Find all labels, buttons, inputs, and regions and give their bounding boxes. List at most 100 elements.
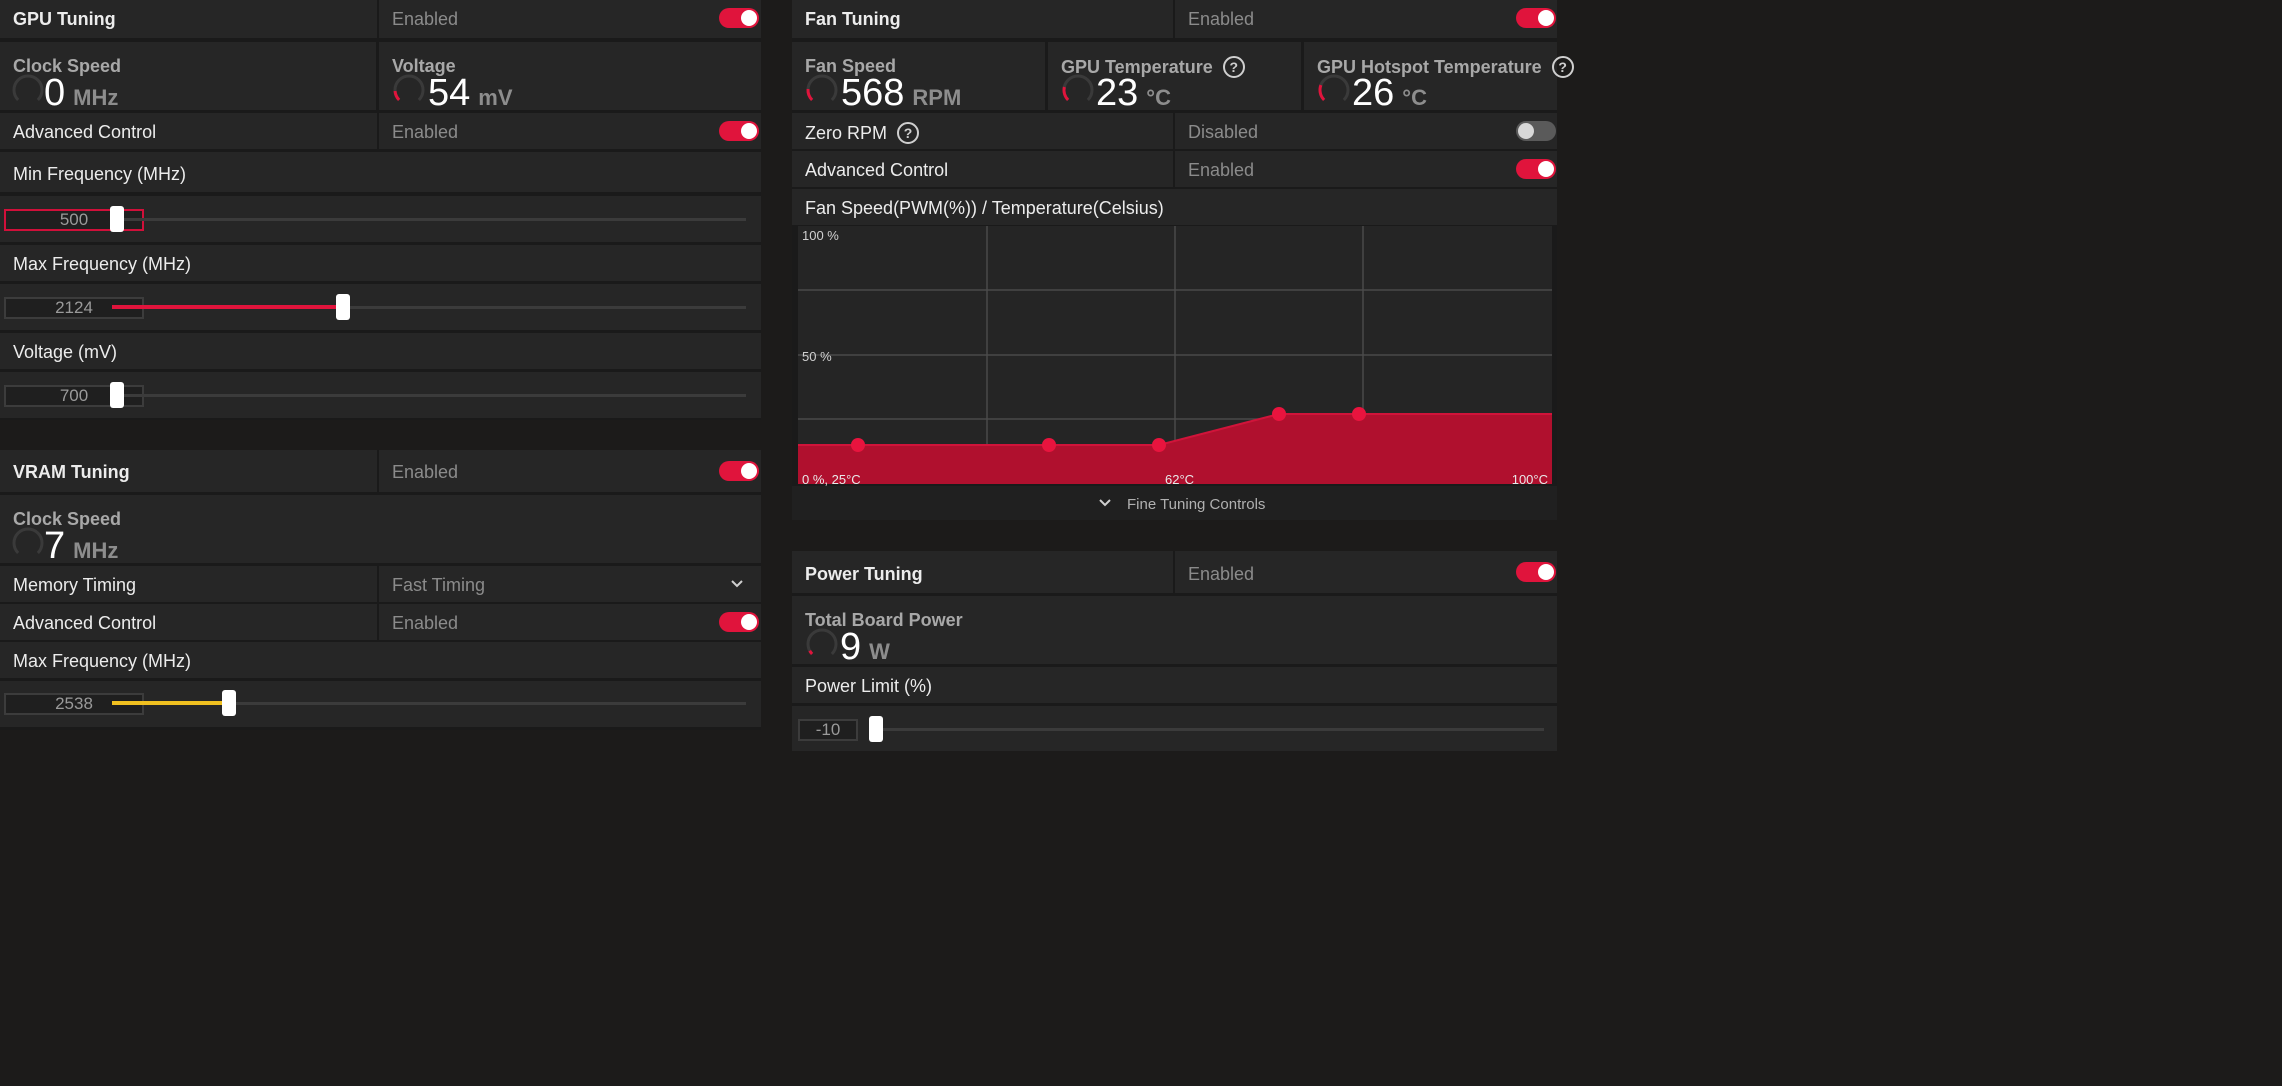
fan-curve-point[interactable] bbox=[1272, 407, 1286, 421]
fan-speed-card: Fan Speed 568 RPM bbox=[792, 42, 1045, 114]
gpu-voltage-input[interactable]: 700 bbox=[4, 385, 144, 407]
fan-tuning-panel: Fan Tuning Enabled Fan Speed 568 RPM GPU … bbox=[792, 0, 1574, 520]
fan-advanced-control-label: Advanced Control bbox=[805, 160, 949, 180]
gpu-tuning-toggle[interactable] bbox=[719, 8, 759, 28]
help-icon[interactable]: ? bbox=[1551, 56, 1574, 78]
clock-speed-gauge-icon bbox=[12, 74, 44, 106]
gpu-clock-speed-unit: MHz bbox=[73, 85, 119, 110]
vram-max-frequency-row: Max Frequency (MHz) bbox=[0, 642, 761, 678]
vram-advanced-control-status: Enabled bbox=[392, 613, 459, 633]
memory-timing-row: Memory Timing Fast Timing bbox=[0, 566, 761, 602]
power-limit-thumb[interactable] bbox=[869, 716, 883, 742]
fan-curve-area bbox=[798, 414, 1552, 484]
hotspot-temperature-unit: °C bbox=[1402, 85, 1427, 110]
fan-curve-point[interactable] bbox=[851, 438, 865, 452]
gpu-advanced-control-status: Enabled bbox=[392, 122, 459, 142]
chevron-down-icon bbox=[731, 580, 743, 588]
power-tuning-status: Enabled bbox=[1188, 564, 1255, 584]
board-power-gauge-icon bbox=[806, 628, 838, 660]
memory-timing-dropdown[interactable]: Fast Timing bbox=[379, 566, 761, 602]
power-limit-slider-row: -10 bbox=[792, 706, 1557, 751]
gpu-tuning-panel: GPU Tuning Enabled Clock Speed 0 MHz Volt… bbox=[0, 0, 761, 420]
fan-curve-point[interactable] bbox=[1152, 438, 1166, 452]
fan-curve-point[interactable] bbox=[1042, 438, 1056, 452]
fan-curve-title-row: Fan Speed(PWM(%)) / Temperature(Celsius) bbox=[792, 189, 1557, 225]
gpu-max-frequency-label: Max Frequency (MHz) bbox=[13, 254, 192, 274]
vram-tuning-header: VRAM Tuning Enabled bbox=[0, 450, 761, 492]
vram-max-frequency-thumb[interactable] bbox=[222, 690, 236, 716]
fan-speed-gauge-icon bbox=[806, 74, 838, 106]
fine-tuning-row[interactable]: Fine Tuning Controls bbox=[792, 486, 1557, 520]
gpu-min-frequency-label: Min Frequency (MHz) bbox=[13, 164, 187, 184]
gpu-voltage-thumb[interactable] bbox=[110, 382, 124, 408]
gpu-temperature-card: GPU Temperature? 23 °C bbox=[1048, 42, 1301, 114]
vram-clock-speed-title: Clock Speed bbox=[13, 509, 122, 529]
gpu-voltage-value: 54 bbox=[428, 72, 471, 114]
gpu-advanced-control-toggle[interactable] bbox=[719, 121, 759, 141]
memory-timing-label: Memory Timing bbox=[13, 575, 137, 595]
fan-curve-point[interactable] bbox=[1352, 407, 1366, 421]
hotspot-temperature-value: 26 bbox=[1352, 72, 1395, 114]
gpu-voltage-slider-row: 700 bbox=[0, 372, 761, 418]
gpu-voltage-row: Voltage (mV) bbox=[0, 333, 761, 369]
fan-curve-svg bbox=[798, 226, 1552, 484]
fan-curve-graph[interactable]: 100 % 50 % 0 %, 25°C 62°C 100°C bbox=[798, 226, 1552, 487]
zero-rpm-label: Zero RPM bbox=[805, 123, 888, 143]
gpu-max-frequency-thumb[interactable] bbox=[336, 294, 350, 320]
gpu-voltage-track[interactable] bbox=[112, 394, 746, 397]
vram-clock-speed-value: 7 bbox=[44, 525, 66, 567]
gpu-min-frequency-thumb[interactable] bbox=[110, 206, 124, 232]
fan-curve-x-mid-label: 62°C bbox=[1165, 472, 1195, 487]
power-limit-row: Power Limit (%) bbox=[792, 667, 1557, 703]
fine-tuning-label: Fine Tuning Controls bbox=[1127, 496, 1266, 513]
vram-advanced-control-label: Advanced Control bbox=[13, 613, 157, 633]
fan-tuning-status: Enabled bbox=[1188, 9, 1255, 29]
power-limit-track[interactable] bbox=[874, 728, 1544, 731]
gpu-min-frequency-track[interactable] bbox=[112, 218, 746, 221]
fan-speed-title: Fan Speed bbox=[805, 56, 897, 76]
gpu-voltage-title: Voltage bbox=[392, 56, 456, 76]
fan-speed-value: 568 bbox=[841, 72, 905, 114]
divider bbox=[377, 113, 379, 149]
help-icon[interactable]: ? bbox=[897, 122, 920, 144]
power-tuning-toggle[interactable] bbox=[1516, 562, 1556, 582]
fan-advanced-control-status: Enabled bbox=[1188, 160, 1255, 180]
gpu-tuning-title: GPU Tuning bbox=[13, 9, 116, 29]
power-tuning-header: Power Tuning Enabled bbox=[792, 551, 1557, 593]
divider bbox=[377, 604, 379, 640]
gpu-max-frequency-track[interactable] bbox=[112, 306, 746, 309]
gpu-temperature-value: 23 bbox=[1096, 72, 1139, 114]
zero-rpm-status: Disabled bbox=[1188, 122, 1259, 142]
help-icon[interactable]: ? bbox=[1222, 56, 1245, 78]
zero-rpm-row: Zero RPM? Disabled bbox=[792, 113, 1557, 149]
fan-advanced-control-toggle[interactable] bbox=[1516, 159, 1556, 179]
gpu-min-frequency-input[interactable]: 500 bbox=[4, 209, 144, 231]
vram-max-frequency-input[interactable]: 2538 bbox=[4, 693, 144, 715]
power-tuning-title: Power Tuning bbox=[805, 564, 923, 584]
gpu-max-frequency-fill bbox=[112, 305, 342, 309]
fan-tuning-title: Fan Tuning bbox=[805, 9, 901, 29]
vram-max-frequency-track[interactable] bbox=[112, 702, 746, 705]
gpu-max-frequency-row: Max Frequency (MHz) bbox=[0, 245, 761, 281]
fan-tuning-header: Fan Tuning Enabled bbox=[792, 0, 1557, 38]
vram-tuning-panel: VRAM Tuning Enabled Clock Speed 7 MHz Mem… bbox=[0, 450, 761, 730]
vram-advanced-control-toggle[interactable] bbox=[719, 612, 759, 632]
fan-tuning-toggle[interactable] bbox=[1516, 8, 1556, 28]
power-limit-input[interactable]: -10 bbox=[798, 719, 858, 741]
memory-timing-value: Fast Timing bbox=[392, 575, 486, 595]
total-board-power-unit: W bbox=[869, 639, 890, 664]
gpu-temperature-title: GPU Temperature bbox=[1061, 57, 1213, 77]
divider bbox=[1173, 113, 1175, 149]
vram-tuning-toggle[interactable] bbox=[719, 461, 759, 481]
power-limit-label: Power Limit (%) bbox=[805, 676, 933, 696]
divider bbox=[377, 450, 379, 492]
gpu-voltage-label: Voltage (mV) bbox=[13, 342, 118, 362]
gpu-max-frequency-input[interactable]: 2124 bbox=[4, 297, 144, 319]
fan-curve-line bbox=[798, 413, 1552, 446]
voltage-gauge-icon bbox=[393, 74, 425, 106]
zero-rpm-toggle[interactable] bbox=[1516, 121, 1556, 141]
fan-curve-x-end-label: 100°C bbox=[1511, 472, 1548, 487]
gpu-min-frequency-row: Min Frequency (MHz) bbox=[0, 152, 761, 192]
gpu-advanced-control-label: Advanced Control bbox=[13, 122, 157, 142]
hotspot-temperature-gauge-icon bbox=[1318, 74, 1350, 106]
